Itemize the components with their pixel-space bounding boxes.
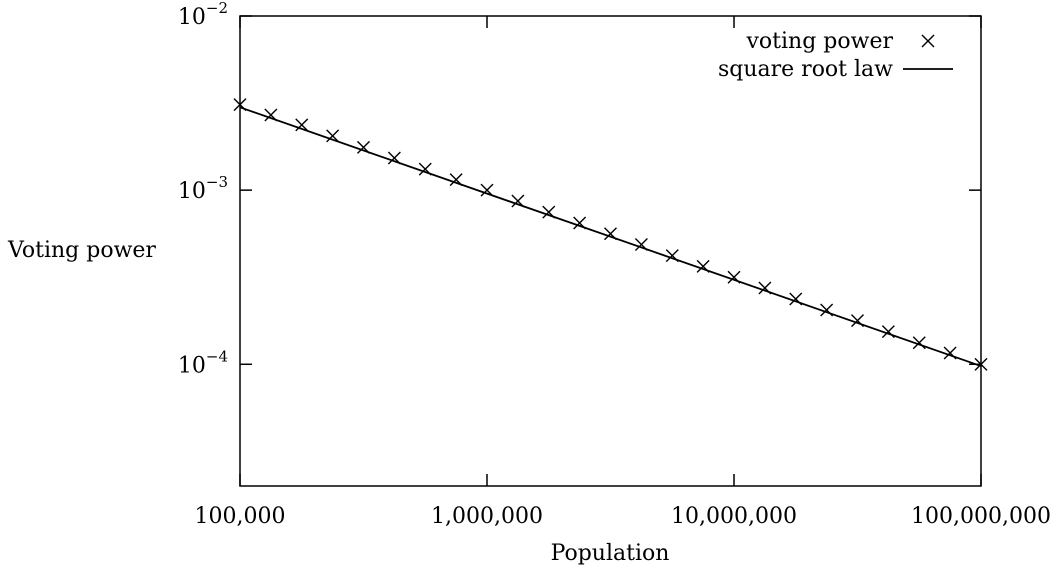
marker-stroke bbox=[881, 325, 895, 339]
x-tick-label: 1,000,000 bbox=[431, 504, 543, 529]
x-tick-label: 100,000,000 bbox=[911, 504, 1051, 529]
marker-stroke bbox=[912, 336, 926, 350]
y-tick-labels: 10−210−310−4 bbox=[178, 0, 228, 378]
legend-sample-marker bbox=[921, 34, 935, 48]
series-layer bbox=[233, 98, 988, 371]
y-tick-label: 10−4 bbox=[178, 347, 228, 378]
legend-entry-label: voting power bbox=[746, 29, 894, 54]
y-tick-base: 10 bbox=[178, 5, 206, 30]
marker-stroke bbox=[295, 118, 309, 132]
x-axis-label: Population bbox=[551, 541, 670, 566]
data-point-voting-power bbox=[326, 129, 340, 143]
marker-stroke bbox=[665, 249, 679, 263]
marker-stroke bbox=[604, 227, 617, 241]
plot-border bbox=[239, 15, 982, 487]
marker-stroke bbox=[418, 162, 432, 176]
marker-stroke bbox=[921, 34, 935, 48]
marker-stroke bbox=[696, 259, 710, 273]
marker-stroke bbox=[573, 216, 587, 230]
marker-stroke bbox=[233, 98, 247, 112]
y-tick-label: 10−2 bbox=[178, 0, 228, 30]
y-tick-base: 10 bbox=[178, 353, 206, 378]
marker-stroke bbox=[727, 270, 741, 284]
marker-stroke bbox=[542, 205, 556, 219]
marker-stroke bbox=[357, 140, 370, 154]
y-tick-base: 10 bbox=[178, 179, 206, 204]
y-tick-exponent: −3 bbox=[206, 173, 228, 191]
y-tick-label: 10−3 bbox=[178, 173, 228, 204]
plot-frame bbox=[239, 15, 982, 487]
series-line-square-root-law bbox=[239, 106, 982, 367]
marker-stroke bbox=[789, 292, 803, 306]
marker-stroke bbox=[634, 238, 648, 252]
marker-stroke bbox=[264, 108, 278, 122]
y-axis-label: Voting power bbox=[7, 238, 156, 263]
axis-ticks bbox=[239, 15, 982, 486]
y-tick-exponent: −2 bbox=[206, 0, 228, 17]
data-point-voting-power bbox=[974, 357, 988, 371]
marker-stroke bbox=[449, 173, 463, 187]
legend-entry-label: square root law bbox=[718, 57, 893, 82]
marker-stroke bbox=[511, 194, 525, 208]
marker-stroke bbox=[820, 303, 834, 317]
marker-stroke bbox=[758, 281, 772, 295]
marker-stroke bbox=[387, 151, 401, 165]
y-tick-exponent: −4 bbox=[206, 347, 228, 365]
legend: voting power square root law bbox=[718, 29, 953, 82]
x-tick-labels: 100,000 1,000,000 10,000,000 100,000,000 bbox=[195, 504, 1051, 529]
marker-stroke bbox=[974, 357, 988, 371]
marker-stroke bbox=[851, 314, 864, 328]
marker-stroke bbox=[326, 129, 340, 143]
data-point-voting-power bbox=[295, 118, 309, 132]
x-tick-label: 10,000,000 bbox=[671, 504, 797, 529]
marker-stroke bbox=[943, 346, 957, 360]
marker-stroke bbox=[480, 183, 494, 197]
x-tick-label: 100,000 bbox=[195, 504, 286, 529]
